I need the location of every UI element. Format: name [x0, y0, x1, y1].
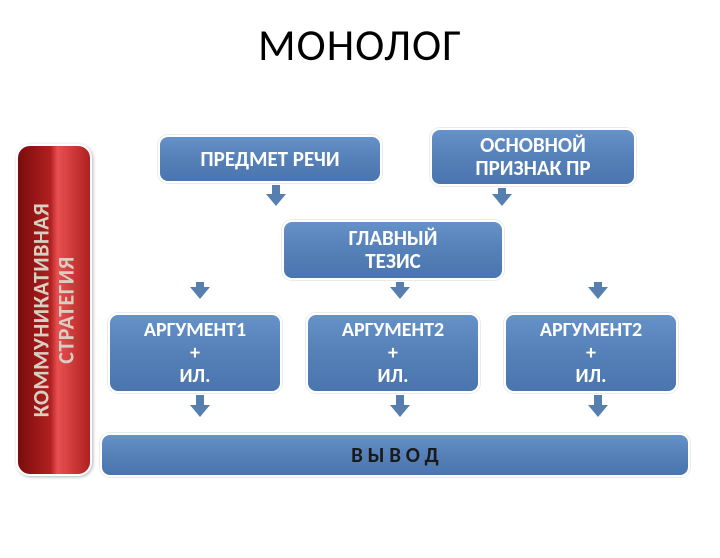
node-argument-2-label: АРГУМЕНТ2 + ИЛ.	[342, 319, 444, 388]
arrow-down-icon	[390, 282, 410, 299]
sidebar-label: КОММУНИКАТИВНАЯ СТРАТЕГИЯ	[29, 203, 80, 418]
node-conclusion-label: В Ы В О Д	[351, 442, 439, 468]
arrow-down-icon	[190, 395, 210, 417]
node-conclusion: В Ы В О Д	[100, 433, 690, 477]
page-title: МОНОЛОГ	[0, 18, 720, 72]
sidebar-line1: КОММУНИКАТИВНАЯ	[28, 203, 55, 418]
arrow-down-icon	[266, 185, 286, 206]
node-subject-label: ПРЕДМЕТ РЕЧИ	[200, 146, 339, 172]
sidebar-strategy: КОММУНИКАТИВНАЯ СТРАТЕГИЯ	[16, 144, 92, 476]
node-main-attribute: ОСНОВНОЙ ПРИЗНАК ПР	[430, 128, 636, 186]
node-argument-1-label: АРГУМЕНТ1 + ИЛ.	[144, 319, 246, 388]
node-thesis-label: ГЛАВНЫЙ ТЕЗИС	[349, 227, 438, 273]
arrow-down-icon	[588, 282, 608, 299]
arrow-down-icon	[390, 395, 410, 417]
node-argument-3-label: АРГУМЕНТ2 + ИЛ.	[540, 319, 642, 388]
node-main-attribute-label: ОСНОВНОЙ ПРИЗНАК ПР	[475, 134, 590, 180]
node-argument-1: АРГУМЕНТ1 + ИЛ.	[108, 313, 282, 393]
node-thesis: ГЛАВНЫЙ ТЕЗИС	[282, 220, 504, 280]
arrow-down-icon	[492, 188, 512, 206]
arrow-down-icon	[190, 282, 210, 299]
arrow-down-icon	[588, 395, 608, 417]
node-argument-2: АРГУМЕНТ2 + ИЛ.	[306, 313, 480, 393]
node-subject: ПРЕДМЕТ РЕЧИ	[158, 135, 382, 183]
sidebar-line2: СТРАТЕГИЯ	[53, 256, 80, 363]
node-argument-3: АРГУМЕНТ2 + ИЛ.	[504, 313, 678, 393]
